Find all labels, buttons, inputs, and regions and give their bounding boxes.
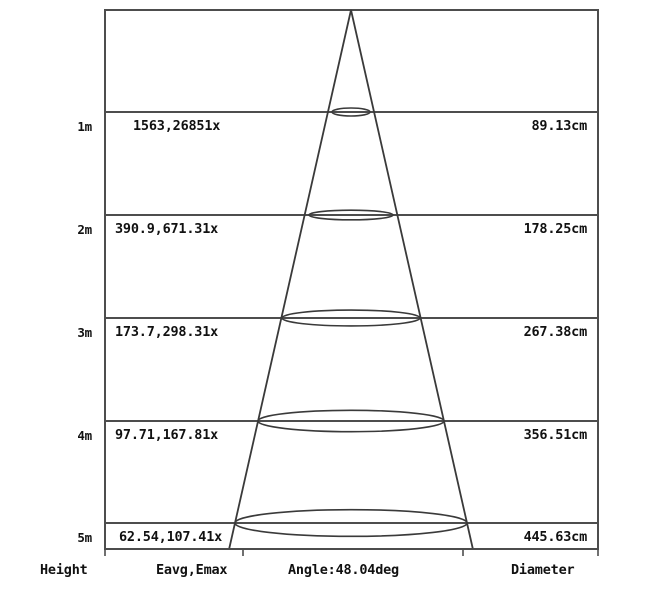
eavg-emax-value-1m: 1563,26851x	[133, 118, 221, 134]
height-label-4m: 4m	[77, 428, 92, 443]
beam-cone	[228, 9, 474, 550]
footer-diameter-heading: Diameter	[511, 562, 575, 578]
beam-ellipse-4m	[257, 409, 445, 433]
beam-ellipse-1m	[331, 107, 371, 117]
height-gridlines	[105, 111, 598, 524]
footer-height-heading: Height	[40, 562, 88, 578]
beam-footprint-ellipses	[234, 107, 468, 538]
height-label-5m: 5m	[77, 530, 92, 545]
footer-column-ticks	[104, 548, 599, 556]
diameter-value-1m: 89.13cm	[531, 118, 588, 134]
eavg-emax-value-3m: 173.7,298.31x	[115, 324, 219, 340]
diameter-value-2m: 178.25cm	[523, 221, 588, 237]
diameter-value-5m: 445.63cm	[523, 529, 588, 545]
beam-edge-left	[228, 9, 352, 550]
height-label-3m: 3m	[77, 325, 92, 340]
chart-frame	[104, 9, 599, 550]
beam-ellipse-5m	[234, 508, 468, 538]
eavg-emax-value-5m: 62.54,107.41x	[119, 529, 223, 545]
diameter-value-4m: 356.51cm	[523, 427, 588, 443]
beam-ellipse-3m	[281, 309, 421, 327]
diameter-value-3m: 267.38cm	[523, 324, 588, 340]
eavg-emax-value-2m: 390.9,671.31x	[115, 221, 219, 237]
beam-ellipse-2m	[308, 209, 394, 221]
footer-eavg-emax-heading: Eavg,Emax	[156, 562, 228, 578]
beam-edge-right	[350, 9, 474, 550]
height-label-2m: 2m	[77, 222, 92, 237]
height-label-1m: 1m	[77, 119, 92, 134]
footer-angle-heading: Angle:48.04deg	[288, 562, 399, 578]
eavg-emax-value-4m: 97.71,167.81x	[115, 427, 219, 443]
